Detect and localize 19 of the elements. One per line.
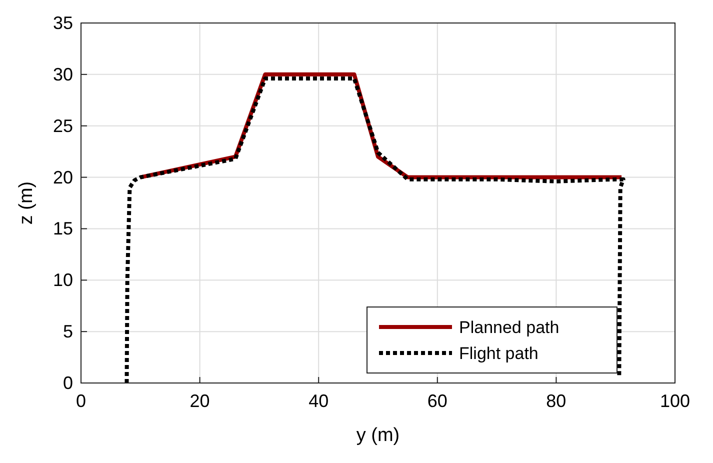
- y-tick-label: 35: [52, 13, 73, 33]
- x-tick-label: 20: [190, 391, 210, 411]
- y-tick-label: 15: [52, 218, 73, 239]
- y-tick-label: 25: [52, 116, 73, 136]
- x-tick-label: 0: [76, 391, 86, 411]
- y-tick-label: 10: [52, 270, 73, 290]
- x-tick-label: 100: [660, 391, 690, 411]
- x-tick-label: 40: [308, 391, 329, 411]
- y-tick-label: 5: [62, 322, 73, 342]
- y-tick-label: 30: [52, 64, 73, 84]
- line-series: [124, 76, 626, 385]
- x-tick-label: 60: [427, 391, 448, 411]
- legend-label: Planned path: [459, 318, 560, 337]
- legend-label: Flight path: [459, 344, 538, 363]
- y-axis-title: z (m): [16, 181, 37, 225]
- y-tick-label: 20: [52, 167, 73, 188]
- x-axis-title: y (m): [356, 425, 400, 446]
- x-tick-label: 80: [546, 391, 566, 411]
- y-tick-label: 0: [62, 373, 73, 393]
